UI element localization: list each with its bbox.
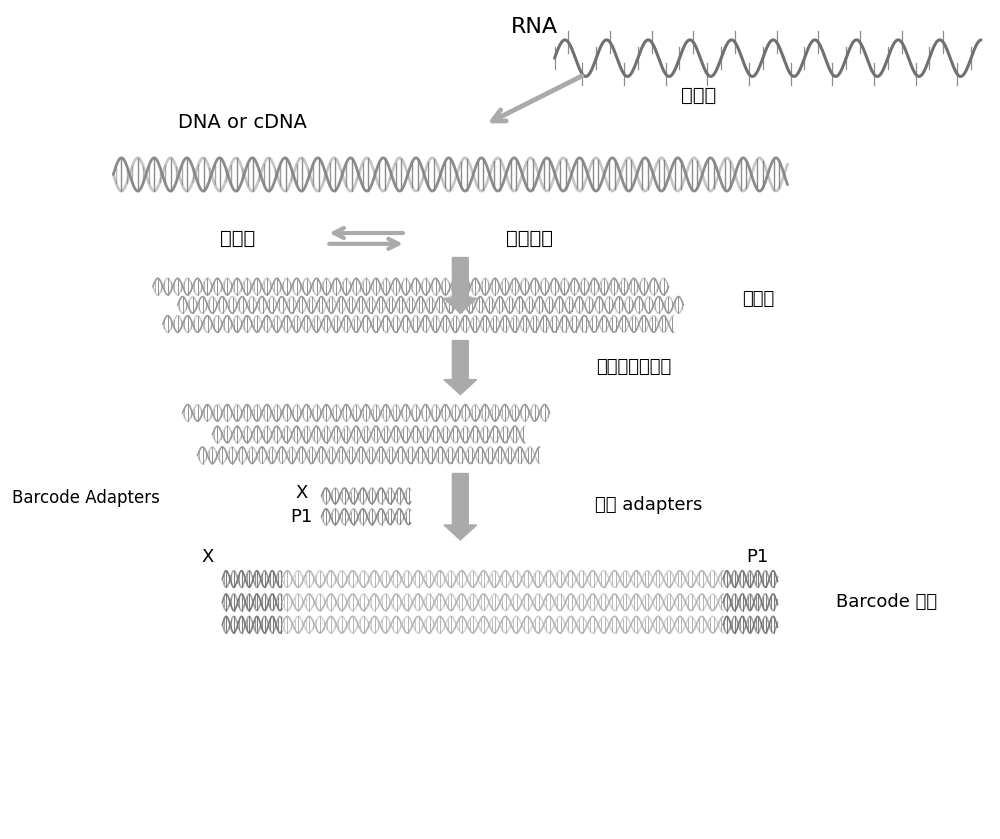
FancyArrow shape	[444, 258, 477, 313]
Text: 扩增子: 扩增子	[742, 290, 774, 308]
Text: X: X	[201, 548, 214, 565]
Text: RNA: RNA	[511, 18, 558, 38]
FancyArrow shape	[444, 341, 477, 394]
Text: 反转录: 反转录	[681, 86, 716, 105]
Text: Barcode Adapters: Barcode Adapters	[12, 489, 160, 508]
Text: P1: P1	[747, 548, 769, 565]
Text: 连接 adapters: 连接 adapters	[595, 496, 702, 514]
Text: Barcode 文库: Barcode 文库	[836, 593, 937, 612]
Text: DNA or cDNA: DNA or cDNA	[178, 112, 307, 132]
Text: 部分消化扩增子: 部分消化扩增子	[596, 358, 672, 376]
FancyArrow shape	[444, 473, 477, 540]
Text: 靶标扩增: 靶标扩增	[506, 229, 553, 248]
Text: P1: P1	[291, 508, 313, 526]
Text: X: X	[295, 483, 308, 502]
Text: 引物对: 引物对	[220, 229, 255, 248]
